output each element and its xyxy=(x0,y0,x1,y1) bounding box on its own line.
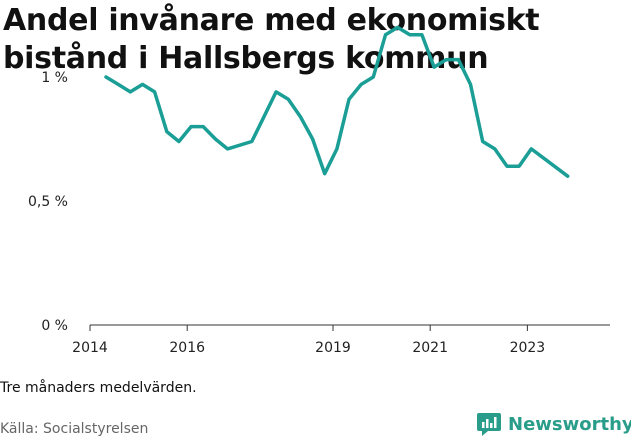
brand-name: Newsworthy xyxy=(508,413,631,435)
y-tick-label: 0,5 % xyxy=(28,194,68,210)
x-axis: 2014 2016 2019 2021 2023 xyxy=(72,324,610,356)
y-tick-label: 1 % xyxy=(41,70,68,86)
series-line xyxy=(104,25,570,178)
x-tick-label: 2021 xyxy=(412,340,448,356)
x-tick-label: 2014 xyxy=(72,340,108,356)
newsworthy-logo: Newsworthy xyxy=(476,410,631,438)
y-axis: 0 % 0,5 % 1 % xyxy=(28,70,68,334)
chart-note: Tre månaders medelvärden. xyxy=(0,380,197,396)
y-tick-label: 0 % xyxy=(41,318,68,334)
series-group xyxy=(104,25,570,178)
x-tick-label: 2016 xyxy=(169,340,205,356)
newsworthy-logo-icon xyxy=(477,413,501,436)
source-credit: Källa: Socialstyrelsen xyxy=(0,421,149,437)
x-tick-label: 2019 xyxy=(315,340,351,356)
x-tick-label: 2023 xyxy=(510,340,546,356)
chart-title: Andel invånare med ekonomiskt bistånd i … xyxy=(3,3,540,76)
